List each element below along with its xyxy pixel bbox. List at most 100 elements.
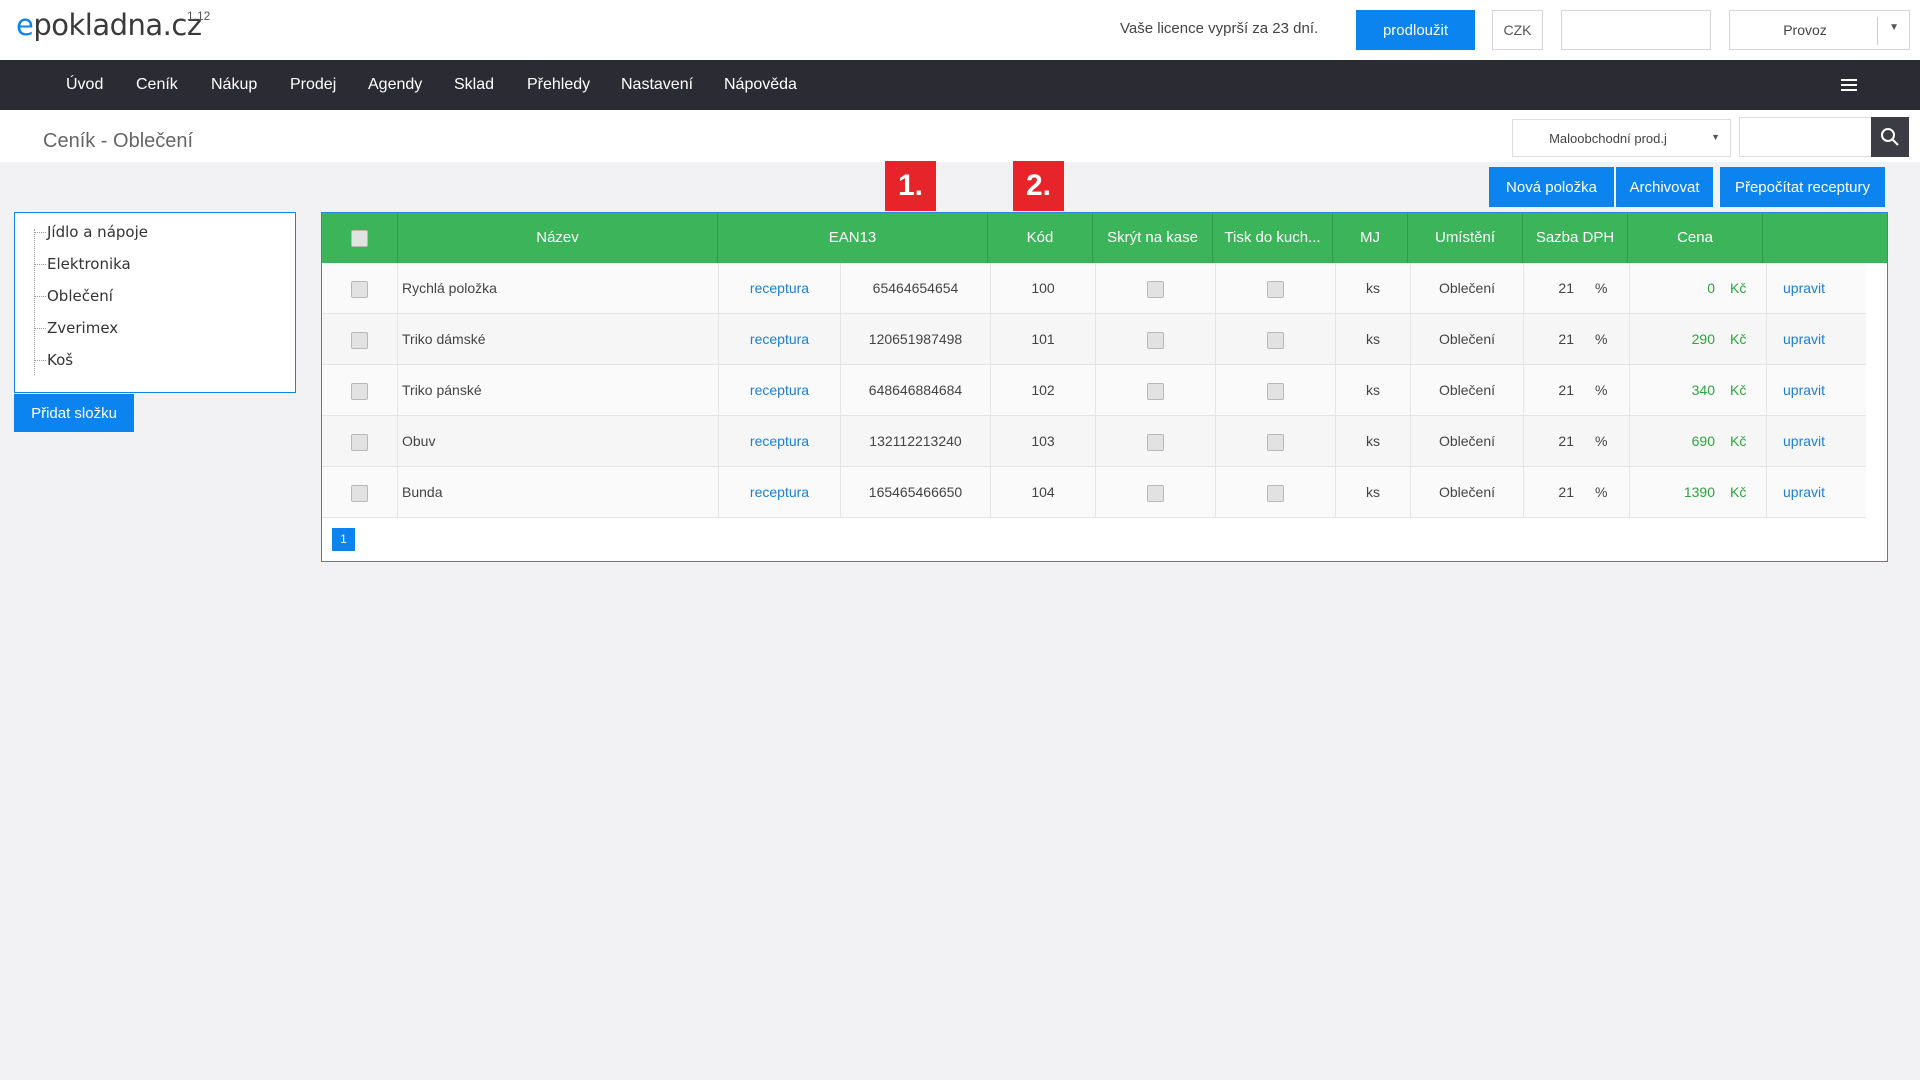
kitchen-print-cell bbox=[1215, 416, 1335, 467]
archive-button[interactable]: Archivovat bbox=[1616, 167, 1713, 207]
item-price: 0 bbox=[1707, 280, 1715, 296]
item-unit: ks bbox=[1335, 365, 1410, 416]
kitchen-print-cell bbox=[1215, 314, 1335, 365]
app-version: 1.12 bbox=[187, 9, 211, 23]
top-header: epokladna.cz 1.12 Vaše licence vyprší za… bbox=[0, 0, 1920, 60]
kitchen-print-checkbox[interactable] bbox=[1267, 280, 1284, 298]
item-name: Triko pánské bbox=[397, 365, 718, 416]
nav-item-agendy[interactable]: Agendy bbox=[368, 76, 423, 93]
tree-item-zverimex[interactable]: Zverimex bbox=[34, 319, 118, 337]
table-row: Obuv receptura 132112213240 103 ks Obleč… bbox=[322, 416, 1866, 467]
nav-item-prodej[interactable]: Prodej bbox=[290, 76, 337, 93]
item-ean: 165465466650 bbox=[840, 467, 990, 518]
item-vat: 21 bbox=[1558, 484, 1574, 500]
recipe-link[interactable]: receptura bbox=[718, 365, 840, 416]
header-name[interactable]: Název bbox=[397, 213, 717, 263]
edit-link[interactable]: upravit bbox=[1766, 365, 1866, 416]
item-price: 340 bbox=[1691, 382, 1715, 398]
hamburger-menu-icon[interactable] bbox=[1841, 79, 1857, 94]
item-currency: Kč bbox=[1730, 331, 1747, 347]
vat-percent: % bbox=[1595, 280, 1608, 296]
item-ean: 648646884684 bbox=[840, 365, 990, 416]
kitchen-print-checkbox[interactable] bbox=[1267, 382, 1284, 400]
add-folder-button[interactable]: Přidat složku bbox=[14, 394, 134, 432]
item-currency: Kč bbox=[1730, 280, 1747, 296]
select-all-checkbox[interactable] bbox=[351, 229, 368, 247]
header-location[interactable]: Umístění bbox=[1407, 213, 1522, 263]
sortiment-select-label: Maloobchodní prod.j bbox=[1549, 131, 1667, 146]
search-input[interactable] bbox=[1739, 117, 1872, 157]
recipe-link[interactable]: receptura bbox=[718, 467, 840, 518]
hide-on-pos-checkbox[interactable] bbox=[1147, 433, 1164, 451]
kitchen-print-checkbox[interactable] bbox=[1267, 484, 1284, 502]
nav-item-prehledy[interactable]: Přehledy bbox=[527, 76, 591, 93]
header-select-all bbox=[322, 213, 397, 263]
user-box[interactable] bbox=[1561, 10, 1711, 50]
header-actions bbox=[1762, 213, 1887, 263]
header-price[interactable]: Cena bbox=[1627, 213, 1762, 263]
hide-on-pos-checkbox[interactable] bbox=[1147, 280, 1164, 298]
edit-link[interactable]: upravit bbox=[1766, 314, 1866, 365]
nav-item-sklad[interactable]: Sklad bbox=[454, 76, 495, 93]
kitchen-print-checkbox[interactable] bbox=[1267, 433, 1284, 451]
kitchen-print-cell bbox=[1215, 365, 1335, 416]
caret-down-icon: ▼ bbox=[1711, 132, 1720, 142]
kitchen-print-cell bbox=[1215, 263, 1335, 314]
header-code[interactable]: Kód bbox=[987, 213, 1092, 263]
kitchen-print-cell bbox=[1215, 467, 1335, 518]
row-checkbox[interactable] bbox=[351, 331, 368, 349]
price-cell: 1390 Kč bbox=[1629, 467, 1766, 518]
row-checkbox[interactable] bbox=[351, 280, 368, 298]
nav-item-nakup[interactable]: Nákup bbox=[211, 76, 258, 93]
annotation-marker-2: 2. bbox=[1013, 161, 1064, 211]
item-vat: 21 bbox=[1558, 433, 1574, 449]
nav-item-nastaveni[interactable]: Nastavení bbox=[621, 76, 694, 93]
tree-item-kos[interactable]: Koš bbox=[34, 351, 73, 369]
currency-button[interactable]: CZK bbox=[1492, 10, 1543, 50]
mode-select[interactable]: Provoz ▼ bbox=[1729, 10, 1910, 50]
row-checkbox[interactable] bbox=[351, 382, 368, 400]
kitchen-print-checkbox[interactable] bbox=[1267, 331, 1284, 349]
tree-item-obleceni[interactable]: Oblečení bbox=[34, 287, 113, 305]
nav-item-cenik[interactable]: Ceník bbox=[136, 76, 178, 93]
edit-link[interactable]: upravit bbox=[1766, 416, 1866, 467]
pagination-page-1[interactable]: 1 bbox=[332, 528, 355, 551]
item-location: Oblečení bbox=[1410, 365, 1523, 416]
header-kitchen-print[interactable]: Tisk do kuch... bbox=[1212, 213, 1332, 263]
nav-item-uvod[interactable]: Úvod bbox=[66, 76, 104, 93]
hide-on-pos-checkbox[interactable] bbox=[1147, 382, 1164, 400]
new-item-button[interactable]: Nová položka bbox=[1489, 167, 1614, 207]
item-price: 1390 bbox=[1683, 484, 1715, 500]
recipe-link[interactable]: receptura bbox=[718, 416, 840, 467]
hide-on-pos-checkbox[interactable] bbox=[1147, 331, 1164, 349]
tree-item-elektronika[interactable]: Elektronika bbox=[34, 255, 131, 273]
table-header: Název EAN13 Kód Skrýt na kase Tisk do ku… bbox=[322, 213, 1887, 263]
sortiment-select[interactable]: Maloobchodní prod.j ▼ bbox=[1512, 119, 1731, 157]
edit-link[interactable]: upravit bbox=[1766, 467, 1866, 518]
search-button[interactable] bbox=[1871, 117, 1909, 157]
vat-percent: % bbox=[1595, 433, 1608, 449]
hide-on-pos-checkbox[interactable] bbox=[1147, 484, 1164, 502]
item-unit: ks bbox=[1335, 314, 1410, 365]
table-row: Bunda receptura 165465466650 104 ks Oble… bbox=[322, 467, 1866, 518]
tree-connector bbox=[34, 229, 35, 375]
app-logo[interactable]: epokladna.cz bbox=[16, 8, 202, 42]
header-vat[interactable]: Sazba DPH bbox=[1522, 213, 1627, 263]
item-code: 102 bbox=[990, 365, 1095, 416]
item-location: Oblečení bbox=[1410, 467, 1523, 518]
header-unit[interactable]: MJ bbox=[1332, 213, 1407, 263]
recalc-recipes-button[interactable]: Přepočítat receptury bbox=[1720, 167, 1885, 207]
hide-on-pos-cell bbox=[1095, 365, 1215, 416]
nav-item-napoveda[interactable]: Nápověda bbox=[724, 76, 797, 93]
recipe-link[interactable]: receptura bbox=[718, 314, 840, 365]
header-ean[interactable]: EAN13 bbox=[717, 213, 987, 263]
vat-cell: 21% bbox=[1523, 314, 1629, 365]
edit-link[interactable]: upravit bbox=[1766, 263, 1866, 314]
row-checkbox[interactable] bbox=[351, 433, 368, 451]
hide-on-pos-cell bbox=[1095, 416, 1215, 467]
recipe-link[interactable]: receptura bbox=[718, 263, 840, 314]
header-hide-on-pos[interactable]: Skrýt na kase bbox=[1092, 213, 1212, 263]
tree-item-jidlo[interactable]: Jídlo a nápoje bbox=[34, 223, 148, 241]
renew-licence-button[interactable]: prodloužit bbox=[1356, 10, 1475, 50]
row-checkbox[interactable] bbox=[351, 484, 368, 502]
